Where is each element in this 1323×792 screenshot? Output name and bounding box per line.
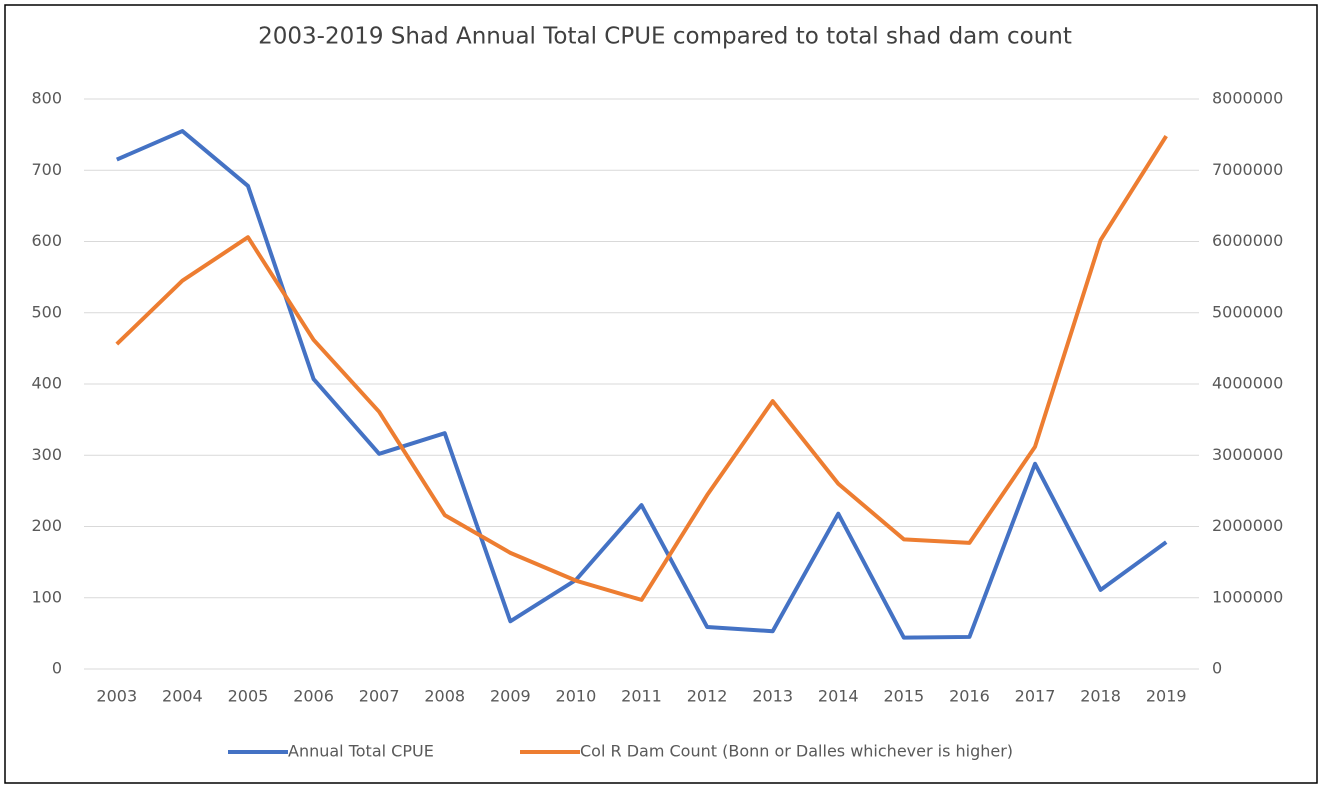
- x-tick-label: 2019: [1146, 687, 1187, 706]
- y-tick-label: 200: [31, 516, 62, 535]
- y2-tick-label: 0: [1212, 659, 1222, 678]
- x-tick-label: 2012: [687, 687, 728, 706]
- x-tick-label: 2011: [621, 687, 662, 706]
- x-tick-label: 2010: [556, 687, 597, 706]
- legend-label: Col R Dam Count (Bonn or Dalles whicheve…: [580, 742, 1013, 761]
- y2-tick-label: 7000000: [1212, 160, 1283, 179]
- chart-title: 2003-2019 Shad Annual Total CPUE compare…: [258, 24, 1072, 50]
- x-tick-label: 2018: [1080, 687, 1121, 706]
- chart-frame: [4, 4, 1318, 784]
- x-tick-label: 2013: [752, 687, 793, 706]
- y-tick-label: 300: [31, 445, 62, 464]
- x-tick-label: 2005: [228, 687, 269, 706]
- x-tick-label: 2009: [490, 687, 531, 706]
- x-tick-label: 2006: [293, 687, 334, 706]
- x-tick-label: 2004: [162, 687, 203, 706]
- y2-tick-label: 4000000: [1212, 374, 1283, 393]
- x-tick-label: 2008: [424, 687, 465, 706]
- x-tick-label: 2015: [883, 687, 924, 706]
- y2-tick-label: 1000000: [1212, 587, 1283, 606]
- x-tick-label: 2017: [1015, 687, 1056, 706]
- y-tick-label: 100: [31, 587, 62, 606]
- x-tick-label: 2016: [949, 687, 990, 706]
- y-tick-label: 0: [52, 659, 62, 678]
- y2-tick-label: 5000000: [1212, 302, 1283, 321]
- y2-tick-label: 2000000: [1212, 516, 1283, 535]
- y-tick-label: 800: [31, 89, 62, 108]
- x-tick-label: 2003: [96, 687, 137, 706]
- x-tick-label: 2014: [818, 687, 859, 706]
- series-line: [115, 129, 1168, 640]
- y-tick-label: 700: [31, 160, 62, 179]
- legend-label: Annual Total CPUE: [288, 742, 434, 761]
- x-tick-label: 2007: [359, 687, 400, 706]
- y2-tick-label: 8000000: [1212, 89, 1283, 108]
- y-tick-label: 400: [31, 374, 62, 393]
- y-tick-label: 500: [31, 302, 62, 321]
- series-line: [115, 134, 1168, 602]
- y2-tick-label: 3000000: [1212, 445, 1283, 464]
- y-tick-label: 600: [31, 231, 62, 250]
- y2-tick-label: 6000000: [1212, 231, 1283, 250]
